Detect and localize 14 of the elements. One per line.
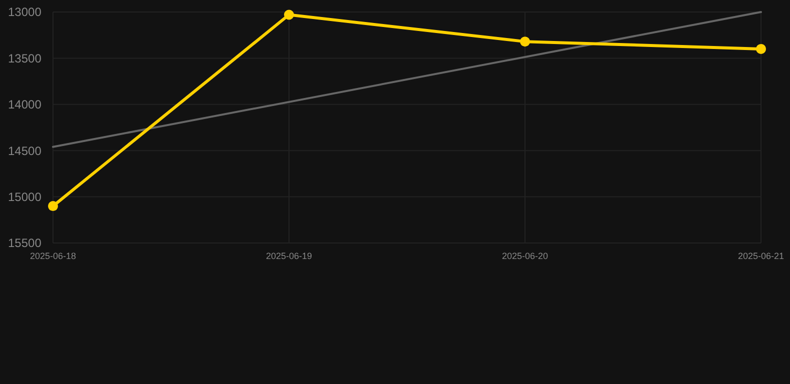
x-tick-label: 2025-06-20 (502, 251, 548, 261)
x-tick-label: 2025-06-19 (266, 251, 312, 261)
point (520, 36, 530, 47)
y-tick-label: 13500 (8, 51, 42, 66)
y-tick-label: 14000 (8, 98, 42, 112)
point (284, 10, 294, 20)
x-tick-label: 2025-06-18 (30, 251, 76, 261)
point (756, 44, 766, 54)
y-tick-label: 14500 (8, 144, 42, 158)
point (48, 201, 58, 212)
y-tick-label: 15500 (8, 236, 42, 250)
x-tick-label: 2025-06-21 (738, 251, 784, 261)
y-tick-label: 13000 (8, 5, 42, 20)
y-tick-label: 15000 (8, 190, 42, 204)
